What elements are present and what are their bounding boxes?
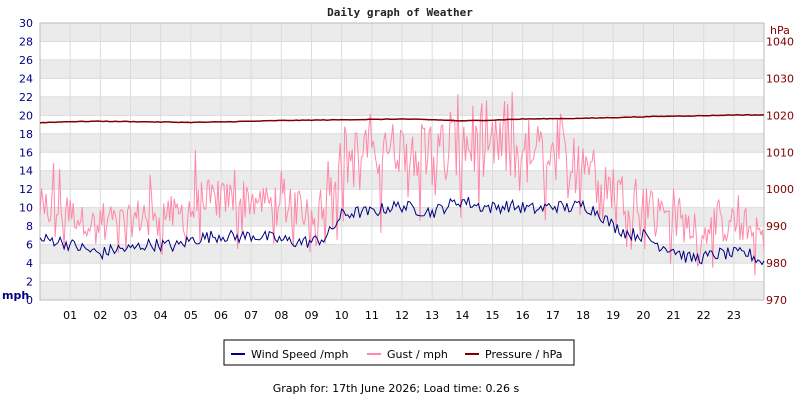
series-line-wind-speed: [39, 196, 765, 266]
x-tick-label: 19: [606, 309, 620, 322]
left-tick-label: 24: [19, 72, 33, 85]
left-tick-label: 22: [19, 91, 33, 104]
series-line-pressure: [39, 113, 765, 124]
right-tick-label: 1020: [766, 109, 794, 122]
left-tick-label: 30: [19, 17, 33, 30]
x-tick-label: 21: [667, 309, 681, 322]
left-tick-label: 14: [19, 165, 33, 178]
legend-label-gust: Gust / mph: [387, 348, 448, 361]
x-tick-label: 15: [486, 309, 500, 322]
plot-area-frame: [39, 22, 765, 301]
left-tick-label: 18: [19, 128, 33, 141]
right-tick-label: 1040: [766, 35, 794, 48]
right-tick-label: 990: [766, 220, 787, 233]
x-tick-label: 16: [516, 309, 530, 322]
x-tick-label: 13: [425, 309, 439, 322]
legend-box: [223, 339, 575, 366]
x-axis-ticks: 01 02 03 04 05 06 07 08 09 10 11 12 13 14 15 16 17 18 19 20…: [63, 309, 741, 322]
footer-text: Graph for: 17th June 2026; Load time: 0.…: [273, 382, 520, 395]
left-tick-label: 2: [26, 276, 33, 289]
chart-title: Daily graph of Weather: [327, 6, 473, 19]
x-tick-label: 18: [576, 309, 590, 322]
x-tick-label: 10: [335, 309, 349, 322]
legend-label-pressure: Pressure / hPa: [485, 348, 563, 361]
left-tick-label: 6: [26, 239, 33, 252]
left-axis-unit: mph: [2, 289, 29, 302]
right-axis-unit: hPa: [770, 24, 790, 37]
left-tick-label: 28: [19, 35, 33, 48]
x-tick-label: 11: [365, 309, 379, 322]
left-tick-label: 20: [19, 109, 33, 122]
left-tick-label: 16: [19, 146, 33, 159]
left-tick-label: 12: [19, 183, 33, 196]
right-tick-label: 1010: [766, 146, 794, 159]
legend: Wind Speed /mph Gust / mph Pressure / hP…: [223, 339, 575, 366]
left-tick-label: 8: [26, 220, 33, 233]
x-tick-label: 09: [305, 309, 319, 322]
legend-label-wind: Wind Speed /mph: [251, 348, 349, 361]
x-tick-label: 14: [455, 309, 469, 322]
series-layer: [39, 91, 765, 276]
x-tick-label: 04: [154, 309, 168, 322]
left-tick-label: 4: [26, 257, 33, 270]
x-tick-label: 22: [697, 309, 711, 322]
right-tick-label: 970: [766, 294, 787, 307]
x-tick-label: 06: [214, 309, 228, 322]
x-tick-label: 03: [124, 309, 138, 322]
right-tick-label: 980: [766, 257, 787, 270]
x-tick-label: 01: [63, 309, 77, 322]
left-tick-label: 26: [19, 54, 33, 67]
x-tick-label: 12: [395, 309, 409, 322]
x-tick-label: 07: [244, 309, 258, 322]
x-tick-label: 23: [727, 309, 741, 322]
right-axis-ticks: 970 980 990 1000 1010 1020 1030 1040: [766, 35, 794, 307]
x-tick-label: 02: [93, 309, 107, 322]
x-tick-label: 20: [636, 309, 650, 322]
left-tick-label: 10: [19, 202, 33, 215]
series-line-gust: [39, 91, 765, 276]
x-tick-label: 05: [184, 309, 198, 322]
x-tick-label: 08: [274, 309, 288, 322]
right-tick-label: 1000: [766, 183, 794, 196]
left-tick-label: 0: [26, 294, 33, 307]
right-tick-label: 1030: [766, 72, 794, 85]
x-tick-label: 17: [546, 309, 560, 322]
